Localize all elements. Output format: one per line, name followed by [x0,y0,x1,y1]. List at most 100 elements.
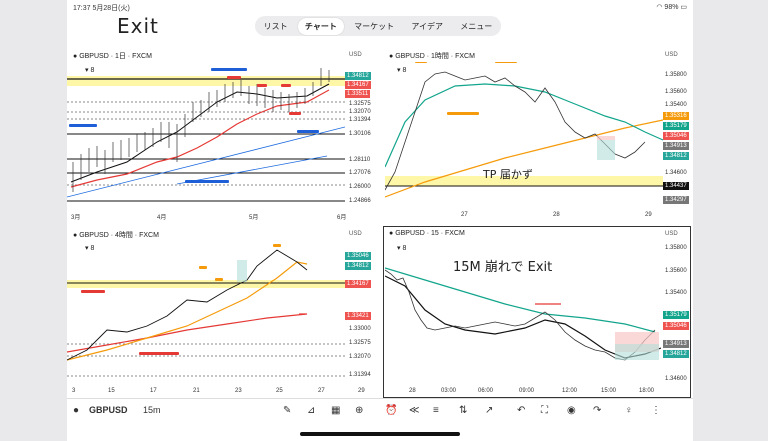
m15-price-label: 1.35400 [665,290,687,296]
symbol-logo-icon: ● [73,405,80,416]
h1-indicator-count: ▾ 8 [397,67,407,74]
trend-icon[interactable]: ↗ [485,405,494,416]
daily-indicator-count: ▾ 8 [85,67,95,74]
m15-price-tag: 1.35046 [663,322,689,330]
h4-price-label: 1.33000 [349,326,371,332]
daily-date-label: 3月 [71,215,81,221]
handwritten-exit-note: Exit [117,14,159,38]
add-icon[interactable]: ⊕ [355,405,364,416]
nav-ideas[interactable]: アイデア [411,21,444,31]
daily-chart-title[interactable]: ● GBPUSD · 1日 · FXCM [73,53,152,60]
camera-icon[interactable]: ◉ [567,405,576,416]
h4-date-label: 21 [193,388,200,394]
h1-price-tag: 1.35316 [663,112,689,120]
h4-price-tag: 1.35046 [345,252,371,260]
h1-date-label: 28 [553,212,560,218]
h4-date-label: 29 [358,388,365,394]
draw-icon[interactable]: ✎ [283,405,292,416]
m15-time-label: 03:00 [441,388,457,394]
h4-price-tag: 1.34812 [345,262,371,270]
m15-time-label: 18:00 [639,388,655,394]
h4-price-label: 1.32575 [349,340,371,346]
alert-clock-icon[interactable]: ⏰ [385,405,398,416]
battery-indicator: ◠ 98% ▭ [656,4,687,11]
h4-indicator-count: ▾ 8 [85,245,95,252]
h1-price-label: 1.35600 [665,89,687,95]
h1-price-tag: 1.34437 [663,182,689,190]
daily-date-label: 6月 [337,215,347,221]
h1-price-tag: 1.35046 [663,132,689,140]
symbol-selector[interactable]: GBPUSD [89,405,128,415]
h1-price-label: 1.35400 [665,102,687,108]
nav-list[interactable]: リスト [263,21,288,31]
lightbulb-icon[interactable]: ♀ [625,405,633,416]
daily-date-label: 4月 [157,215,167,221]
h1-price-tag: 1.34913 [663,142,689,150]
m15-chart-title[interactable]: ● GBPUSD · 15 · FXCM [389,230,465,237]
settings-sliders-icon[interactable]: ⇅ [459,405,468,416]
m15-price-label: 1.35600 [665,268,687,274]
daily-price-label: 1.32575 [349,101,371,107]
m15-time-label: 12:00 [562,388,578,394]
bottom-toolbar: ● GBPUSD 15m ✎ ⊿ ▦ ⊕ ⏰ ≪ ≡ ⇅ ↗ ↶ ⛶ ◉ ↷ ♀… [67,398,693,425]
m15-price-tag: 1.35179 [663,311,689,319]
h1-chart-canvas[interactable] [385,62,663,208]
daily-price-label: 1.30106 [349,131,371,137]
m15-time-label: 15:00 [601,388,617,394]
h1-note-tp: TP 届かず [483,168,533,181]
h4-date-label: 23 [235,388,242,394]
m15-note-exit: 15M 崩れで Exit [453,260,553,275]
h1-date-label: 29 [645,212,652,218]
home-indicator [300,432,460,436]
daily-price-label: 1.32070 [349,109,371,115]
status-bar: 17:37 5月28日(火) ◠ 98% ▭ [67,0,693,12]
daily-price-label: 1.24866 [349,198,371,204]
undo-icon[interactable]: ↶ [517,405,526,416]
m15-panel-border [383,226,691,398]
nav-chart[interactable]: チャート [297,17,344,35]
daily-date-label: 5月 [249,215,259,221]
h4-price-label: 1.31394 [349,372,371,378]
redo-icon[interactable]: ↷ [593,405,602,416]
daily-price-tag: 1.34812 [345,72,371,80]
m15-time-label: 28 [409,388,416,394]
h4-date-label: 27 [318,388,325,394]
h4-chart-title[interactable]: ● GBPUSD · 4時間 · FXCM [73,232,159,239]
more-icon[interactable]: ⋮ [651,405,661,416]
h1-price-tag: 1.34297 [663,196,689,204]
h4-price-tag: 1.33421 [345,312,371,320]
h1-currency: USD [665,52,678,58]
m15-price-tag: 1.34812 [663,350,689,358]
m15-time-label: 06:00 [478,388,494,394]
daily-price-tag: 1.34167 [345,81,371,89]
h1-date-label: 27 [461,212,468,218]
tablet-screen: 17:37 5月28日(火) ◠ 98% ▭ Exit リスト チャート マーケ… [67,0,693,441]
top-nav[interactable]: リスト チャート マーケット アイデア メニュー [255,16,501,36]
indicators-icon[interactable]: ⊿ [307,405,316,416]
m15-price-label: 1.35800 [665,245,687,251]
layout-grid-icon[interactable]: ▦ [331,405,341,416]
m15-chart-canvas[interactable] [385,240,661,384]
daily-price-label: 1.28110 [349,157,371,163]
nav-menu[interactable]: メニュー [460,21,493,31]
m15-time-label: 09:00 [519,388,535,394]
m15-price-tag: 1.34913 [663,340,689,348]
h4-date-label: 3 [72,388,76,394]
h1-price-tag: 1.34812 [663,152,689,160]
daily-chart-canvas[interactable] [67,62,345,208]
h1-price-tag: 1.35179 [663,122,689,130]
m15-price-label: 1.34600 [665,376,687,382]
h1-chart-title[interactable]: ● GBPUSD · 1時間 · FXCM [389,53,475,60]
h4-chart-canvas[interactable] [67,240,345,384]
m15-currency: USD [665,231,678,237]
timeframe-selector[interactable]: 15m [143,405,161,415]
daily-currency: USD [349,52,362,58]
h4-date-label: 25 [276,388,283,394]
fullscreen-icon[interactable]: ⛶ [541,405,548,416]
daily-price-label: 1.26000 [349,184,371,190]
layers-icon[interactable]: ≡ [433,405,439,416]
nav-market[interactable]: マーケット [354,21,395,31]
h4-price-label: 1.32070 [349,354,371,360]
m15-indicator-count: ▾ 8 [397,245,407,252]
replay-icon[interactable]: ≪ [409,405,420,416]
